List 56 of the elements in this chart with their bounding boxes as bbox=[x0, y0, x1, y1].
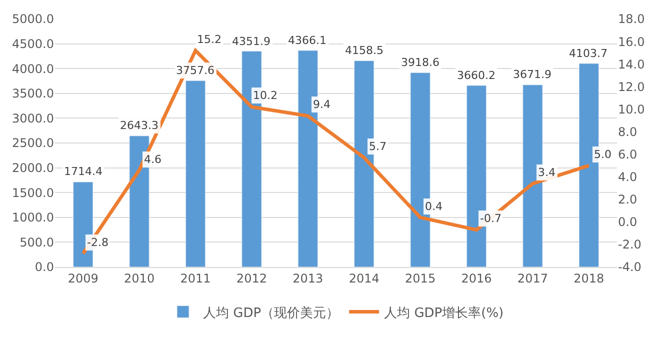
y2-tick-label: 0.0 bbox=[618, 215, 638, 230]
x-tick-label: 2009 bbox=[68, 271, 98, 286]
y-tick-label: 3000.0 bbox=[12, 111, 54, 126]
data-label: -0.7 bbox=[480, 212, 502, 225]
data-label: 4103.7 bbox=[569, 47, 608, 60]
y2-tick-label: 10.0 bbox=[618, 102, 645, 116]
data-label: 3757.6 bbox=[176, 64, 214, 77]
data-label: -2.8 bbox=[87, 236, 108, 249]
y2-tick-label: 8.0 bbox=[618, 124, 638, 139]
data-label: 3918.6 bbox=[401, 56, 440, 69]
y2-tick-label: 16.0 bbox=[618, 34, 645, 49]
y2-tick-label: 2.0 bbox=[618, 192, 638, 207]
data-label: 0.4 bbox=[425, 200, 442, 213]
data-label: 4351.9 bbox=[232, 35, 270, 48]
bar bbox=[185, 80, 206, 267]
data-label: 4158.5 bbox=[345, 44, 384, 57]
y2-tick-label: 6.0 bbox=[618, 147, 638, 162]
legend-label: 人均 GDP（现价美元） bbox=[203, 304, 340, 321]
x-tick-label: 2013 bbox=[292, 271, 324, 286]
data-label: 5.7 bbox=[369, 140, 386, 153]
y-tick-label: 500.0 bbox=[20, 235, 54, 250]
x-tick-label: 2012 bbox=[236, 271, 267, 286]
data-label: 9.4 bbox=[313, 98, 330, 111]
y-tick-label: 5000.0 bbox=[12, 12, 54, 26]
data-label: 15.2 bbox=[197, 33, 222, 46]
x-tick-label: 2010 bbox=[124, 271, 155, 286]
y2-tick-label: 4.0 bbox=[618, 170, 638, 184]
data-label: 2643.3 bbox=[120, 119, 158, 132]
y2-tick-label: 18.0 bbox=[618, 12, 645, 26]
y2-tick-label: 14.0 bbox=[618, 57, 645, 72]
y-tick-label: 1500.0 bbox=[12, 186, 54, 200]
x-tick-label: 2014 bbox=[348, 271, 380, 286]
data-label: 3671.9 bbox=[513, 68, 552, 81]
x-tick-label: 2011 bbox=[180, 271, 211, 286]
y-tick-label: 2500.0 bbox=[12, 136, 54, 150]
y-tick-label: 3500.0 bbox=[12, 86, 54, 101]
x-tick-label: 2017 bbox=[517, 271, 548, 286]
y-tick-label: 4000.0 bbox=[12, 62, 54, 76]
data-label: 3.4 bbox=[538, 166, 556, 179]
y-tick-label: 4500.0 bbox=[12, 37, 54, 51]
data-label: 4.6 bbox=[144, 153, 162, 166]
data-label: 3660.2 bbox=[457, 69, 496, 82]
data-label: 4366.1 bbox=[288, 34, 326, 47]
y-tick-label: 1000.0 bbox=[12, 210, 54, 225]
y2-tick-label: -2.0 bbox=[618, 238, 642, 252]
data-label: 1714.4 bbox=[64, 165, 102, 178]
x-tick-label: 2018 bbox=[574, 271, 604, 286]
x-tick-label: 2016 bbox=[461, 271, 492, 286]
data-label: 10.2 bbox=[253, 89, 278, 102]
y2-tick-label: 12.0 bbox=[618, 80, 645, 94]
legend-label: 人均 GDP增长率(%) bbox=[384, 304, 504, 321]
y-tick-label: 0.0 bbox=[34, 260, 54, 274]
y-tick-label: 2000.0 bbox=[12, 161, 54, 175]
y2-tick-label: -4.0 bbox=[618, 260, 642, 274]
data-label: 5.0 bbox=[594, 148, 612, 161]
x-tick-label: 2015 bbox=[405, 271, 436, 286]
